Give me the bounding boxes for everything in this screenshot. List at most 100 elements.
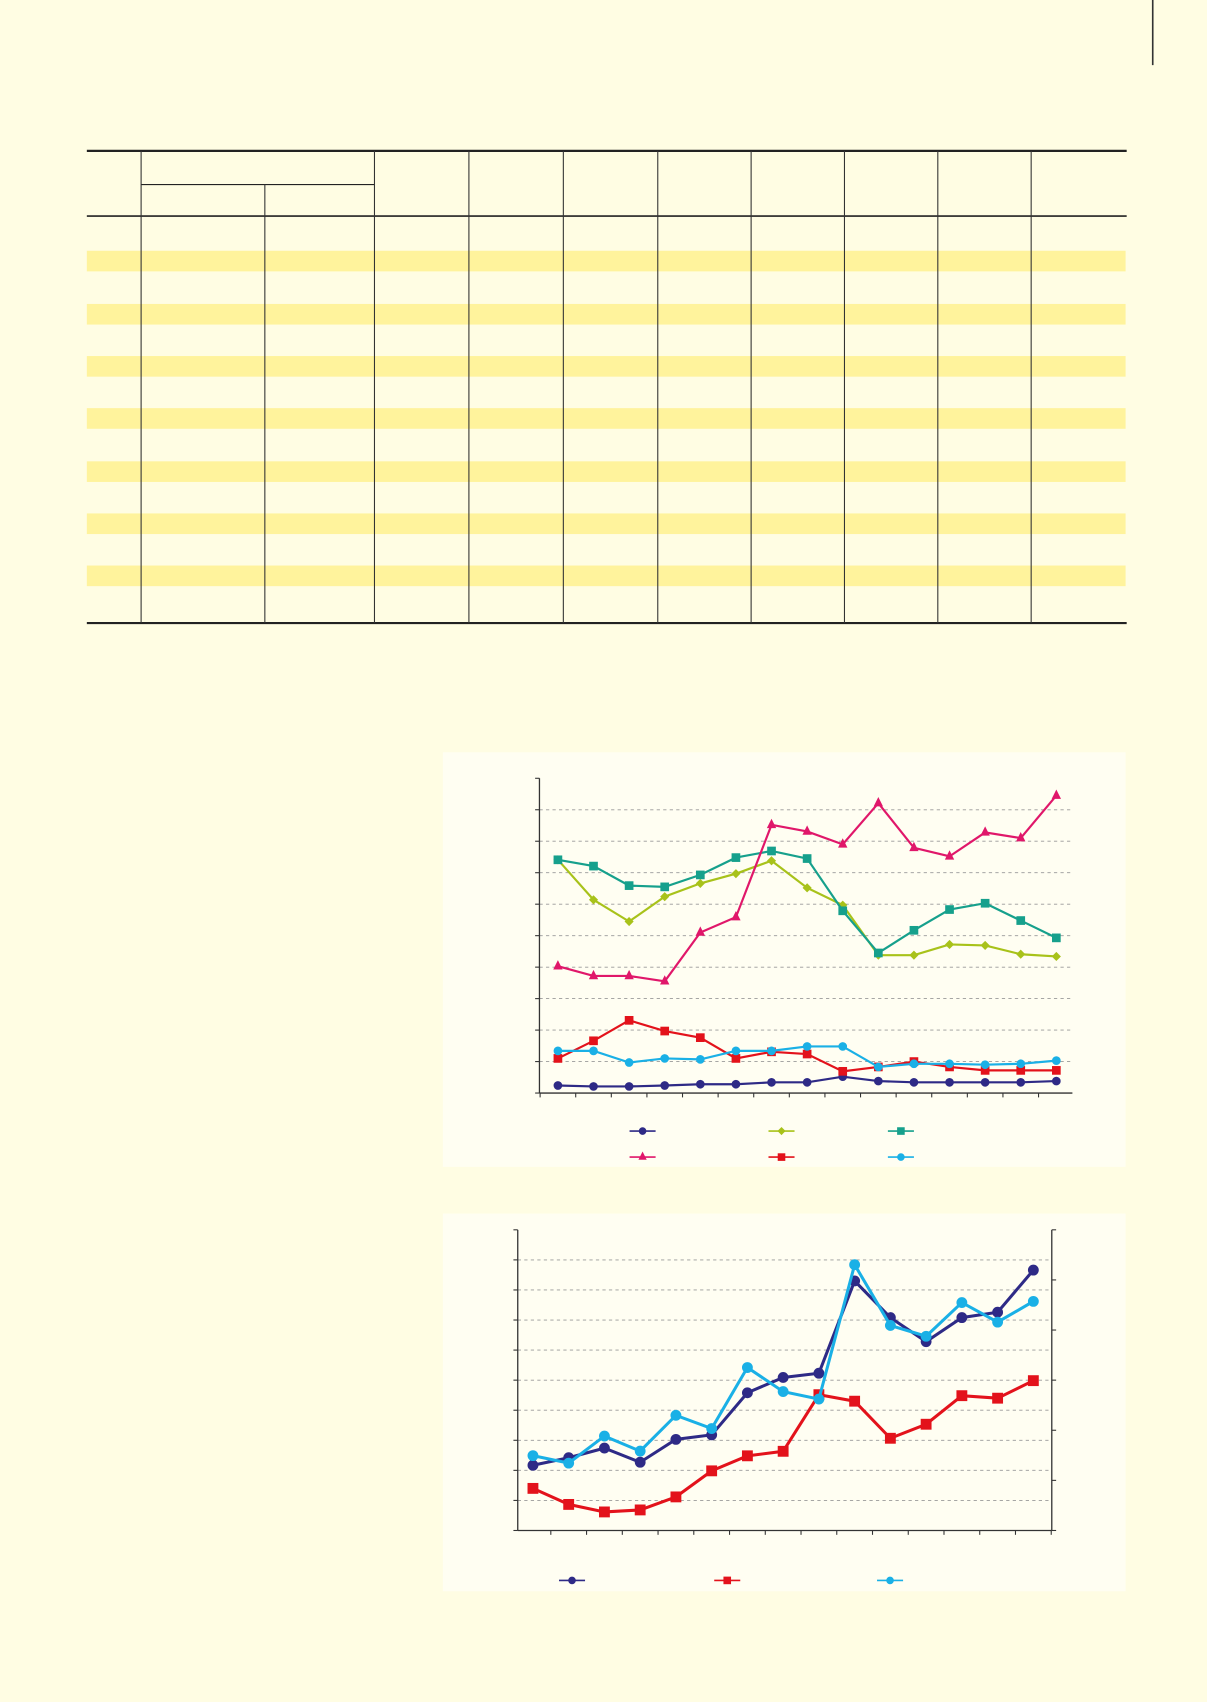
legend-marker xyxy=(777,1127,786,1136)
marker xyxy=(634,1456,646,1468)
marker xyxy=(695,1079,705,1089)
marker xyxy=(1052,1076,1061,1086)
legend-marker xyxy=(897,1153,905,1161)
marker xyxy=(944,850,955,860)
marker xyxy=(624,969,634,980)
marker xyxy=(838,906,848,916)
marker xyxy=(777,1445,789,1457)
marker xyxy=(980,1060,990,1070)
marker xyxy=(802,1049,812,1059)
marker xyxy=(563,1457,575,1469)
marker xyxy=(980,940,990,950)
marker xyxy=(777,1386,789,1398)
marker xyxy=(731,869,741,879)
marker xyxy=(527,1459,539,1471)
marker xyxy=(849,1259,861,1271)
marker xyxy=(945,1078,954,1087)
marker xyxy=(909,1078,919,1087)
legend-marker xyxy=(638,1127,647,1135)
marker xyxy=(802,854,812,863)
marker xyxy=(813,1393,825,1405)
marker xyxy=(802,1042,812,1051)
marker xyxy=(884,1319,896,1331)
marker xyxy=(838,1042,848,1051)
marker xyxy=(992,1306,1004,1318)
marker xyxy=(695,1033,705,1042)
marker xyxy=(731,1046,741,1056)
marker xyxy=(624,1082,634,1091)
marker xyxy=(873,1076,883,1086)
legend-marker xyxy=(777,1153,786,1161)
marker xyxy=(956,1390,968,1402)
marker xyxy=(909,1059,919,1069)
marker xyxy=(1027,1295,1039,1307)
chart xyxy=(513,1229,1057,1585)
marker xyxy=(553,1054,563,1063)
marker xyxy=(589,1036,598,1046)
marker xyxy=(945,1059,954,1069)
table-row-stripe xyxy=(86,303,1126,325)
marker xyxy=(767,1078,776,1087)
marker xyxy=(624,1058,634,1067)
marker xyxy=(731,1054,741,1063)
legend-marker xyxy=(568,1576,576,1585)
marker xyxy=(1016,1078,1026,1087)
legend-marker xyxy=(638,1151,647,1160)
marker xyxy=(706,1465,718,1477)
marker xyxy=(909,925,919,935)
marker xyxy=(767,1046,776,1056)
marker xyxy=(527,1482,539,1494)
marker xyxy=(660,975,670,985)
marker xyxy=(1016,1059,1026,1069)
marker xyxy=(553,1081,563,1090)
table xyxy=(86,149,1127,625)
marker xyxy=(706,1423,718,1434)
marker xyxy=(1027,1375,1039,1387)
marker xyxy=(553,1046,563,1056)
marker xyxy=(660,1026,670,1036)
marker xyxy=(588,969,599,980)
marker xyxy=(813,1367,825,1379)
marker xyxy=(1027,1264,1039,1276)
chart xyxy=(535,777,1073,1161)
marker xyxy=(589,1082,598,1091)
marker xyxy=(980,1078,990,1087)
marker xyxy=(624,916,634,927)
marker xyxy=(695,926,705,936)
marker xyxy=(838,838,848,848)
marker xyxy=(731,1079,741,1089)
marker xyxy=(599,1430,610,1442)
marker xyxy=(695,870,705,880)
marker xyxy=(956,1297,968,1309)
legend-marker xyxy=(897,1127,905,1135)
marker xyxy=(884,1432,896,1444)
table-row-stripe xyxy=(86,461,1126,482)
marker xyxy=(802,883,812,893)
marker xyxy=(634,1445,646,1457)
marker xyxy=(731,853,741,862)
marker xyxy=(660,1054,670,1063)
table-row-stripe xyxy=(86,513,1126,535)
marker xyxy=(1052,933,1061,943)
marker xyxy=(873,948,883,958)
legend-marker xyxy=(723,1576,732,1585)
marker xyxy=(695,878,705,888)
table-row-stripe xyxy=(86,356,1126,377)
marker xyxy=(1016,949,1026,959)
marker xyxy=(599,1506,610,1518)
marker xyxy=(849,1395,861,1407)
table-row-stripe xyxy=(86,565,1126,587)
marker xyxy=(741,1387,753,1399)
marker xyxy=(589,861,598,871)
marker xyxy=(527,1450,539,1462)
marker xyxy=(660,892,670,902)
chart-frame xyxy=(442,1213,1126,1592)
marker xyxy=(589,1046,598,1056)
marker xyxy=(873,797,884,807)
marker xyxy=(553,855,563,865)
marker xyxy=(670,1409,682,1421)
marker xyxy=(766,856,777,866)
marker xyxy=(731,910,741,921)
marker xyxy=(944,939,955,950)
marker xyxy=(838,1066,848,1076)
